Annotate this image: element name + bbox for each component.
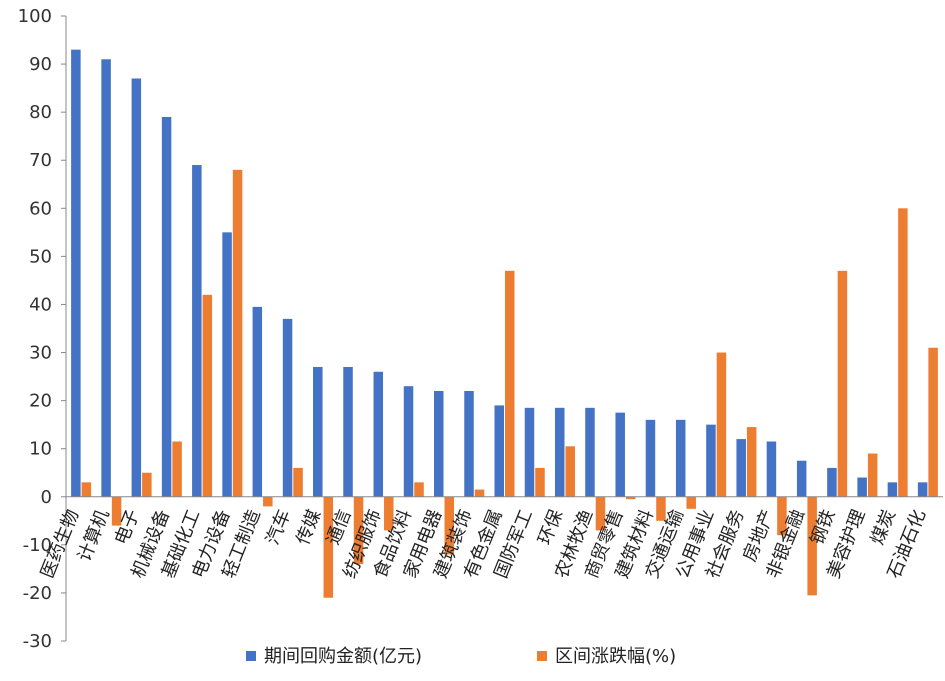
category-label-27: 煤炭 — [867, 507, 900, 548]
legend-label-buyback: 期间回购金额(亿元) — [264, 646, 422, 667]
buyback-bar-1 — [101, 59, 111, 497]
change-bar-6 — [263, 496, 273, 507]
change-bar-22 — [746, 427, 757, 497]
change-bar-16 — [565, 446, 575, 497]
buyback-bar-14 — [494, 405, 504, 497]
buyback-bar-24 — [796, 460, 807, 497]
change-bar-17 — [595, 496, 606, 531]
buyback-bar-16 — [554, 407, 565, 497]
change-bar-0 — [81, 482, 92, 497]
change-bar-1 — [111, 496, 122, 526]
change-bar-14 — [505, 270, 515, 497]
change-bar-5 — [232, 169, 243, 497]
y-tick-label-6: 40 — [29, 294, 52, 315]
y-tick-label-11: -10 — [23, 535, 52, 556]
bars-group — [71, 49, 938, 598]
change-bar-3 — [172, 441, 182, 497]
category-label-7: 汽车 — [262, 507, 295, 548]
buyback-bar-27 — [887, 482, 898, 497]
legend-swatch-change — [537, 651, 547, 661]
change-bar-24 — [807, 496, 817, 596]
y-tick-label-8: 20 — [29, 391, 52, 412]
buyback-bar-17 — [585, 407, 595, 497]
change-bar-2 — [142, 472, 152, 497]
buyback-bar-8 — [313, 366, 323, 497]
buyback-bar-19 — [645, 419, 656, 497]
buyback-bar-22 — [736, 439, 746, 497]
change-bar-19 — [656, 496, 666, 521]
axes-group — [65, 16, 943, 641]
buyback-bar-7 — [282, 318, 293, 497]
buyback-bar-15 — [524, 407, 535, 497]
buyback-bar-9 — [343, 366, 353, 497]
change-bar-9 — [353, 496, 364, 565]
y-tick-label-12: -20 — [23, 583, 52, 604]
buyback-bar-23 — [766, 441, 777, 497]
buyback-bar-25 — [827, 467, 837, 497]
category-labels: 医药生物计算机电子机械设备基础化工电力设备轻工制造汽车传媒通信纺织服饰食品饮料家… — [37, 507, 930, 582]
y-tick-label-2: 80 — [29, 102, 52, 123]
change-bar-7 — [293, 467, 303, 497]
change-bar-20 — [686, 496, 696, 509]
change-bar-10 — [384, 496, 394, 531]
change-bar-23 — [777, 496, 787, 536]
change-bar-21 — [716, 352, 727, 497]
y-tick-label-4: 60 — [29, 198, 52, 219]
legend: 期间回购金额(亿元) 区间涨跌幅(%) — [246, 646, 676, 667]
buyback-bar-12 — [434, 391, 444, 497]
category-label-8: 传媒 — [292, 507, 325, 548]
buyback-bar-6 — [252, 306, 263, 497]
change-bar-15 — [535, 467, 545, 497]
y-tick-label-1: 90 — [29, 54, 52, 75]
change-bar-8 — [323, 496, 334, 598]
change-bar-28 — [928, 347, 938, 497]
buyback-bar-0 — [71, 49, 81, 497]
buyback-bar-26 — [857, 477, 867, 497]
buyback-bar-18 — [615, 412, 625, 497]
change-bar-11 — [414, 482, 424, 497]
buyback-bar-5 — [222, 232, 232, 497]
change-bar-13 — [474, 489, 485, 497]
y-tick-label-10: 0 — [41, 487, 52, 508]
y-tick-label-7: 30 — [29, 343, 52, 364]
buyback-bar-28 — [917, 482, 928, 497]
y-tick-label-3: 70 — [29, 150, 52, 171]
buyback-bar-20 — [675, 419, 686, 497]
y-tick-label-5: 50 — [29, 246, 52, 267]
y-tick-label-13: -30 — [23, 631, 52, 652]
change-bar-27 — [898, 208, 908, 497]
change-bar-25 — [837, 270, 848, 497]
change-bar-26 — [867, 453, 878, 497]
buyback-bar-10 — [373, 371, 384, 497]
buyback-bar-21 — [706, 424, 716, 497]
change-bar-4 — [202, 294, 213, 497]
buyback-bar-4 — [192, 165, 202, 497]
buyback-bar-13 — [464, 391, 474, 497]
legend-label-change: 区间涨跌幅(%) — [555, 646, 676, 667]
buyback-bar-2 — [131, 78, 142, 497]
legend-swatch-buyback — [246, 651, 256, 661]
buyback-bar-3 — [161, 116, 172, 497]
buyback-bar-11 — [403, 386, 414, 497]
change-bar-18 — [625, 496, 636, 500]
y-tick-label-9: 10 — [29, 439, 52, 460]
category-label-16: 环保 — [534, 507, 567, 548]
change-bar-12 — [444, 496, 455, 555]
y-tick-label-0: 100 — [18, 6, 52, 27]
